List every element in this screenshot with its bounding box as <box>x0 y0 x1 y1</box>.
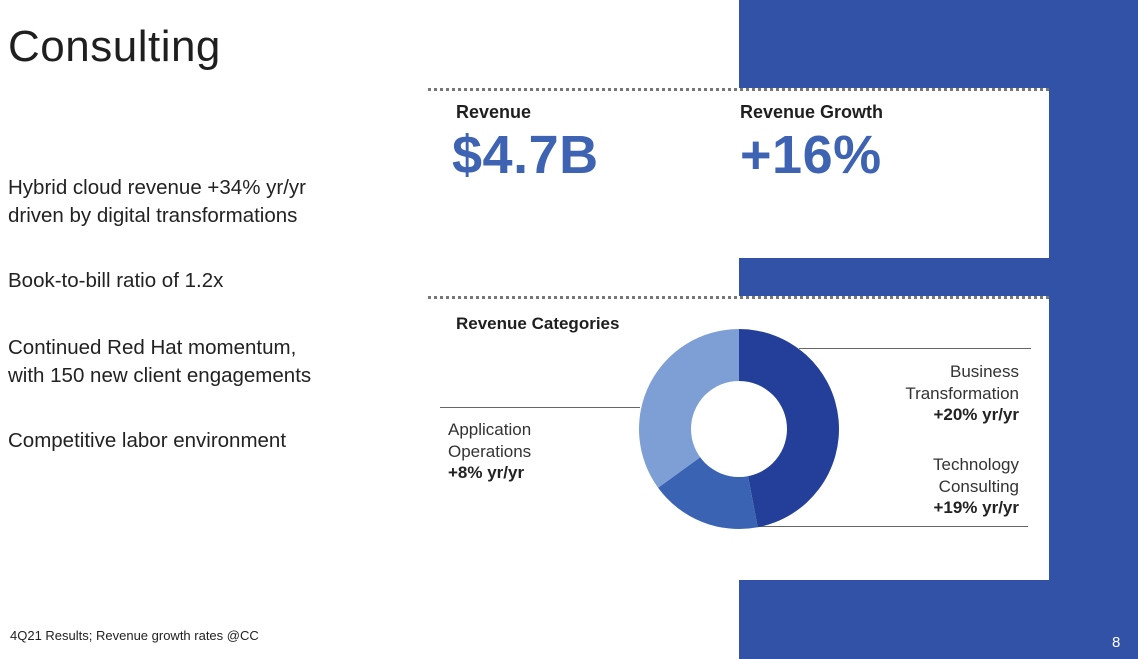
label-line: Business <box>950 362 1019 381</box>
dotted-divider <box>428 88 1049 91</box>
kpi-card: Revenue $4.7B Revenue Growth +16% <box>428 88 1049 258</box>
donut-slice-business-transformation <box>739 329 839 528</box>
bullet-hybrid-cloud: Hybrid cloud revenue +34% yr/yr driven b… <box>8 174 306 230</box>
leader-line-application-operations <box>440 407 640 408</box>
donut-slice-application-operations <box>639 329 739 488</box>
growth-business-transformation: +20% yr/yr <box>933 405 1019 424</box>
revenue-value: $4.7B <box>452 125 599 185</box>
bullet-text: Hybrid cloud revenue +34% yr/yr driven b… <box>8 176 306 227</box>
growth-application-operations: +8% yr/yr <box>448 463 525 482</box>
label-line: Application <box>448 420 532 439</box>
label-line: Transformation <box>905 383 1019 403</box>
label-application-operations: Application Operations +8% yr/yr <box>448 419 531 484</box>
growth-value: +16% <box>740 125 882 185</box>
bullet-text: Continued Red Hat momentum, with 150 new… <box>8 336 312 387</box>
growth-technology-consulting: +19% yr/yr <box>933 498 1019 517</box>
label-business-transformation: Business Transformation +20% yr/yr <box>828 361 1019 426</box>
revenue-categories-donut <box>639 329 839 529</box>
bullet-red-hat: Continued Red Hat momentum, with 150 new… <box>8 334 311 390</box>
label-line: Technology <box>932 455 1019 474</box>
growth-label: Revenue Growth <box>740 102 884 122</box>
donut-hole <box>691 381 787 477</box>
label-line: Operations <box>448 441 532 461</box>
leader-line-technology-consulting <box>746 526 1028 527</box>
dotted-divider <box>428 296 1049 299</box>
bullet-labor: Competitive labor environment <box>8 427 286 455</box>
leader-line-business-transformation <box>799 348 1031 349</box>
page-number: 8 <box>1112 634 1121 651</box>
page-title: Consulting <box>8 22 221 71</box>
bullet-book-to-bill: Book-to-bill ratio of 1.2x <box>8 267 223 295</box>
bullet-text: Book-to-bill ratio of 1.2x <box>8 269 224 292</box>
label-technology-consulting: Technology Consulting +19% yr/yr <box>828 454 1019 519</box>
revenue-label: Revenue <box>456 102 532 122</box>
label-line: Consulting <box>938 476 1019 496</box>
categories-title: Revenue Categories <box>456 314 620 333</box>
bullet-text: Competitive labor environment <box>8 429 287 452</box>
footnote: 4Q21 Results; Revenue growth rates @CC <box>10 628 259 643</box>
